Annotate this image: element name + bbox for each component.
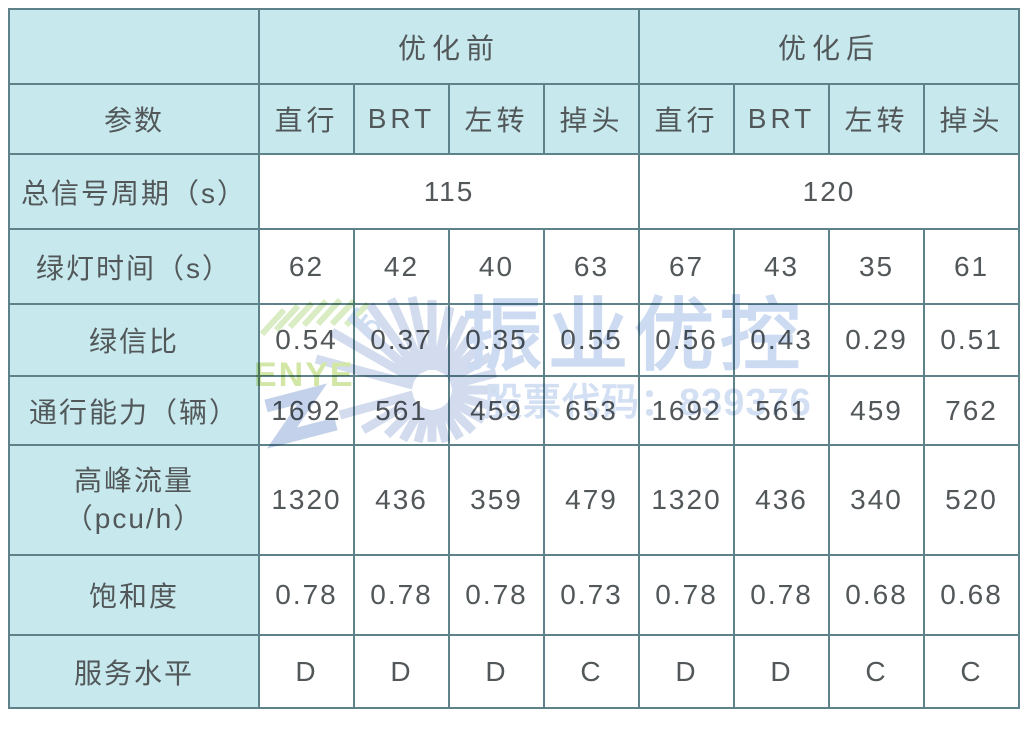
data-cell: 459 [828, 375, 926, 446]
data-cell: 0.78 [258, 554, 355, 636]
data-cell: 0.78 [638, 554, 736, 636]
data-cell: 561 [733, 375, 831, 446]
table-row-cycle: 总信号周期（s） 115 120 [8, 153, 1021, 230]
header-direction: 直行 [638, 83, 736, 155]
data-cell: C [923, 634, 1021, 709]
header-direction: 左转 [448, 83, 545, 155]
data-cell: 0.73 [542, 554, 641, 636]
peak-flow-label-line1: 高峰流量 [73, 465, 194, 497]
data-cell: 1692 [638, 375, 736, 446]
direction-header-row: 参数 直行 BRT 左转 掉头 直行 BRT 左转 掉头 [8, 83, 1021, 155]
header-direction: 掉头 [923, 83, 1021, 155]
row-label-green-time: 绿灯时间（s） [8, 228, 260, 305]
table-row-peak-flow: 高峰流量 （pcu/h） 1320 436 359 479 1320 436 3… [8, 444, 1021, 556]
data-cell: 1692 [258, 375, 355, 446]
corner-cell [8, 8, 260, 85]
data-cell: 67 [638, 228, 736, 305]
data-cell: 35 [828, 228, 926, 305]
row-label-peak-flow: 高峰流量 （pcu/h） [8, 444, 260, 556]
header-direction: 直行 [258, 83, 355, 155]
data-cell: 762 [923, 375, 1021, 446]
row-label-saturation: 饱和度 [8, 554, 260, 636]
data-cell: 0.51 [923, 303, 1021, 377]
data-cell: 62 [258, 228, 355, 305]
data-cell: 1320 [638, 444, 736, 556]
data-cell: 61 [923, 228, 1021, 305]
data-cell: 436 [733, 444, 831, 556]
table-row-green-time: 绿灯时间（s） 62 42 40 63 67 43 35 61 [8, 228, 1021, 305]
data-cell: D [638, 634, 736, 709]
data-cell: 0.35 [448, 303, 545, 377]
data-cell: C [828, 634, 926, 709]
row-label-capacity: 通行能力（辆） [8, 375, 260, 446]
data-cell: 653 [542, 375, 641, 446]
data-cell: D [733, 634, 831, 709]
data-cell: 0.37 [353, 303, 450, 377]
table-row-service-level: 服务水平 D D D C D D C C [8, 634, 1021, 709]
data-cell: 42 [353, 228, 450, 305]
header-before: 优化前 [257, 8, 641, 85]
table-row-saturation: 饱和度 0.78 0.78 0.78 0.73 0.78 0.78 0.68 0… [8, 554, 1021, 636]
cycle-after-cell: 120 [638, 153, 1021, 230]
data-cell: 0.78 [448, 554, 545, 636]
data-cell: 0.56 [638, 303, 736, 377]
data-cell: 0.78 [733, 554, 831, 636]
data-cell: 520 [923, 444, 1021, 556]
data-cell: 0.54 [258, 303, 355, 377]
data-cell: 436 [353, 444, 450, 556]
data-cell: 63 [542, 228, 641, 305]
data-cell: 479 [542, 444, 641, 556]
cycle-before-cell: 115 [257, 153, 641, 230]
header-direction: 左转 [828, 83, 926, 155]
header-after: 优化后 [638, 8, 1021, 85]
header-param: 参数 [8, 83, 260, 155]
data-cell: 0.68 [923, 554, 1021, 636]
data-cell: D [258, 634, 355, 709]
header-direction: 掉头 [542, 83, 641, 155]
data-cell: 0.43 [733, 303, 831, 377]
optimization-comparison-table: 优化前 优化后 参数 直行 BRT 左转 掉头 直行 BRT 左转 掉头 总信号… [8, 8, 1021, 709]
data-cell: 43 [733, 228, 831, 305]
group-header-row: 优化前 优化后 [8, 8, 1021, 85]
table-row-green-ratio: 绿信比 0.54 0.37 0.35 0.55 0.56 0.43 0.29 0… [8, 303, 1021, 377]
data-cell: 40 [448, 228, 545, 305]
row-label-green-ratio: 绿信比 [8, 303, 260, 377]
data-cell: D [353, 634, 450, 709]
row-label-service-level: 服务水平 [8, 634, 260, 709]
table-row-capacity: 通行能力（辆） 1692 561 459 653 1692 561 459 76… [8, 375, 1021, 446]
peak-flow-label-line2: （pcu/h） [64, 503, 204, 534]
data-cell: 340 [828, 444, 926, 556]
data-cell: C [542, 634, 641, 709]
data-cell: D [448, 634, 545, 709]
data-cell: 0.29 [828, 303, 926, 377]
data-cell: 359 [448, 444, 545, 556]
data-cell: 1320 [258, 444, 355, 556]
row-label-cycle: 总信号周期（s） [8, 153, 260, 230]
data-cell: 0.55 [542, 303, 641, 377]
data-cell: 0.78 [353, 554, 450, 636]
header-direction: BRT [353, 83, 450, 155]
header-direction: BRT [733, 83, 831, 155]
data-cell: 561 [353, 375, 450, 446]
data-cell: 459 [448, 375, 545, 446]
data-cell: 0.68 [828, 554, 926, 636]
